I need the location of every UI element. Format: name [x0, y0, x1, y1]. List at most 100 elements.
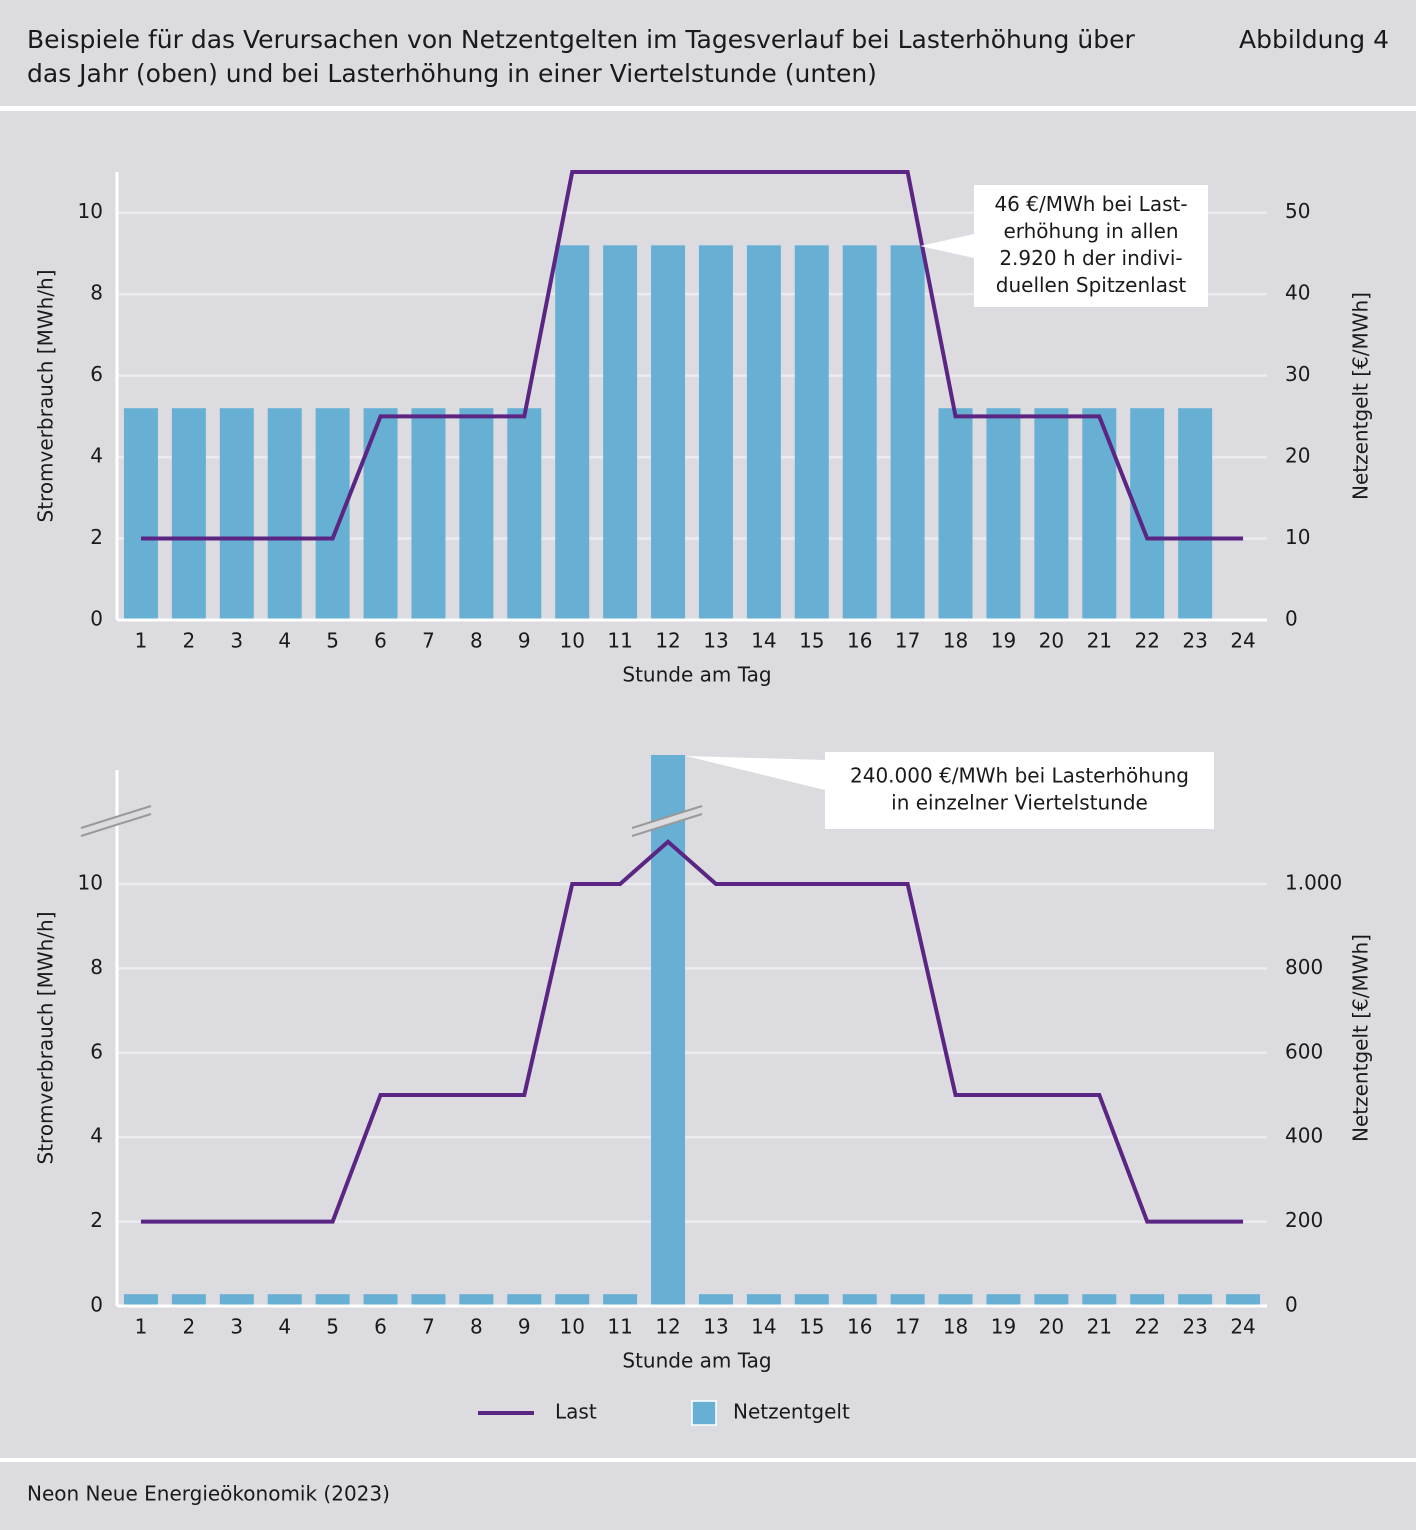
y2-tick-label: 600: [1285, 1039, 1323, 1063]
bar: [315, 408, 350, 620]
bar: [794, 245, 829, 621]
x-tick-label: 10: [559, 1315, 584, 1339]
x-tick-label: 16: [847, 629, 872, 653]
bar: [938, 1294, 973, 1306]
x-axis-label: Stunde am Tag: [622, 1349, 771, 1373]
y-axis-label: Stromverbrauch [MWh/h]: [34, 911, 58, 1164]
bar: [603, 245, 638, 621]
x-tick-label: 5: [326, 629, 339, 653]
bar: [1226, 1294, 1261, 1306]
y2-tick-label: 30: [1285, 362, 1310, 386]
y2-tick-label: 10: [1285, 525, 1310, 549]
y2-axis-label: Netzentgelt [€/MWh]: [1349, 934, 1373, 1142]
y-tick-label: 6: [90, 362, 103, 386]
bar: [1082, 408, 1117, 620]
x-tick-label: 19: [991, 1315, 1016, 1339]
x-tick-label: 5: [326, 1315, 339, 1339]
bar: [219, 1294, 254, 1306]
title: das Jahr (oben) und bei Lasterhöhung in …: [27, 59, 877, 88]
bar: [1130, 408, 1165, 620]
x-tick-label: 20: [1039, 1315, 1064, 1339]
bar: [507, 1294, 542, 1306]
y-tick-label: 10: [78, 199, 103, 223]
bar: [219, 408, 254, 620]
y2-tick-label: 0: [1285, 1293, 1298, 1317]
x-tick-label: 16: [847, 1315, 872, 1339]
y-tick-label: 4: [90, 1124, 103, 1148]
x-tick-label: 17: [895, 629, 920, 653]
annotation-pointer: [920, 234, 974, 258]
y-tick-label: 6: [90, 1039, 103, 1063]
y-tick-label: 4: [90, 444, 103, 468]
bar: [746, 1294, 781, 1306]
bar: [267, 1294, 302, 1306]
x-tick-label: 21: [1087, 629, 1112, 653]
bar: [363, 1294, 398, 1306]
bar: [1082, 1294, 1117, 1306]
axis-break: [80, 805, 152, 829]
annotation-box: [825, 752, 1214, 829]
annotation: duellen Spitzenlast: [996, 273, 1187, 297]
x-tick-label: 18: [943, 1315, 968, 1339]
x-tick-label: 24: [1230, 629, 1255, 653]
bar: [938, 408, 973, 620]
x-tick-label: 17: [895, 1315, 920, 1339]
bar: [459, 408, 494, 620]
x-tick-label: 21: [1087, 1315, 1112, 1339]
bar: [1034, 408, 1069, 620]
y-tick-label: 8: [90, 955, 103, 979]
y2-axis-label: Netzentgelt [€/MWh]: [1349, 292, 1373, 500]
bar: [1178, 1294, 1213, 1306]
x-tick-label: 1: [135, 1315, 148, 1339]
x-tick-label: 23: [1182, 629, 1207, 653]
x-tick-label: 24: [1230, 1315, 1255, 1339]
legend-swatch: [691, 1400, 717, 1426]
x-tick-label: 7: [422, 629, 435, 653]
annotation: 240.000 €/MWh bei Lasterhöhung: [850, 764, 1189, 788]
y-tick-label: 0: [90, 1293, 103, 1317]
x-tick-label: 6: [374, 1315, 387, 1339]
x-tick-label: 1: [135, 629, 148, 653]
x-tick-label: 18: [943, 629, 968, 653]
legend-label: Last: [555, 1400, 597, 1424]
y2-tick-label: 1.000: [1285, 870, 1342, 894]
bar: [411, 1294, 446, 1306]
x-tick-label: 15: [799, 629, 824, 653]
x-tick-label: 13: [703, 1315, 728, 1339]
bar: [123, 1294, 158, 1306]
y-tick-label: 8: [90, 281, 103, 305]
bar: [459, 1294, 494, 1306]
title: Beispiele für das Verursachen von Netzen…: [27, 25, 1135, 54]
bar: [842, 1294, 877, 1306]
y2-tick-label: 400: [1285, 1124, 1323, 1148]
x-tick-label: 20: [1039, 629, 1064, 653]
annotation-pointer: [686, 756, 825, 790]
bar-break: [632, 806, 703, 836]
x-tick-label: 9: [518, 629, 531, 653]
y-tick-label: 2: [90, 525, 103, 549]
bar: [890, 1294, 925, 1306]
footer-rule: [0, 1458, 1416, 1462]
bar: [411, 408, 446, 620]
x-tick-label: 9: [518, 1315, 531, 1339]
y2-tick-label: 20: [1285, 444, 1310, 468]
bar: [698, 1294, 733, 1306]
x-tick-label: 14: [751, 1315, 776, 1339]
bar: [123, 408, 158, 620]
x-tick-label: 12: [655, 1315, 680, 1339]
bar: [986, 1294, 1021, 1306]
bar: [171, 408, 206, 620]
bar: [746, 245, 781, 621]
bar: [986, 408, 1021, 620]
bar: [890, 245, 925, 621]
x-tick-label: 8: [470, 1315, 483, 1339]
y2-tick-label: 200: [1285, 1208, 1323, 1232]
bar: [698, 245, 733, 621]
bar: [651, 245, 686, 621]
x-tick-label: 3: [230, 629, 243, 653]
x-tick-label: 6: [374, 629, 387, 653]
y-tick-label: 2: [90, 1208, 103, 1232]
line: [140, 839, 1244, 1224]
x-tick-label: 2: [183, 629, 196, 653]
y2-tick-label: 50: [1285, 199, 1310, 223]
